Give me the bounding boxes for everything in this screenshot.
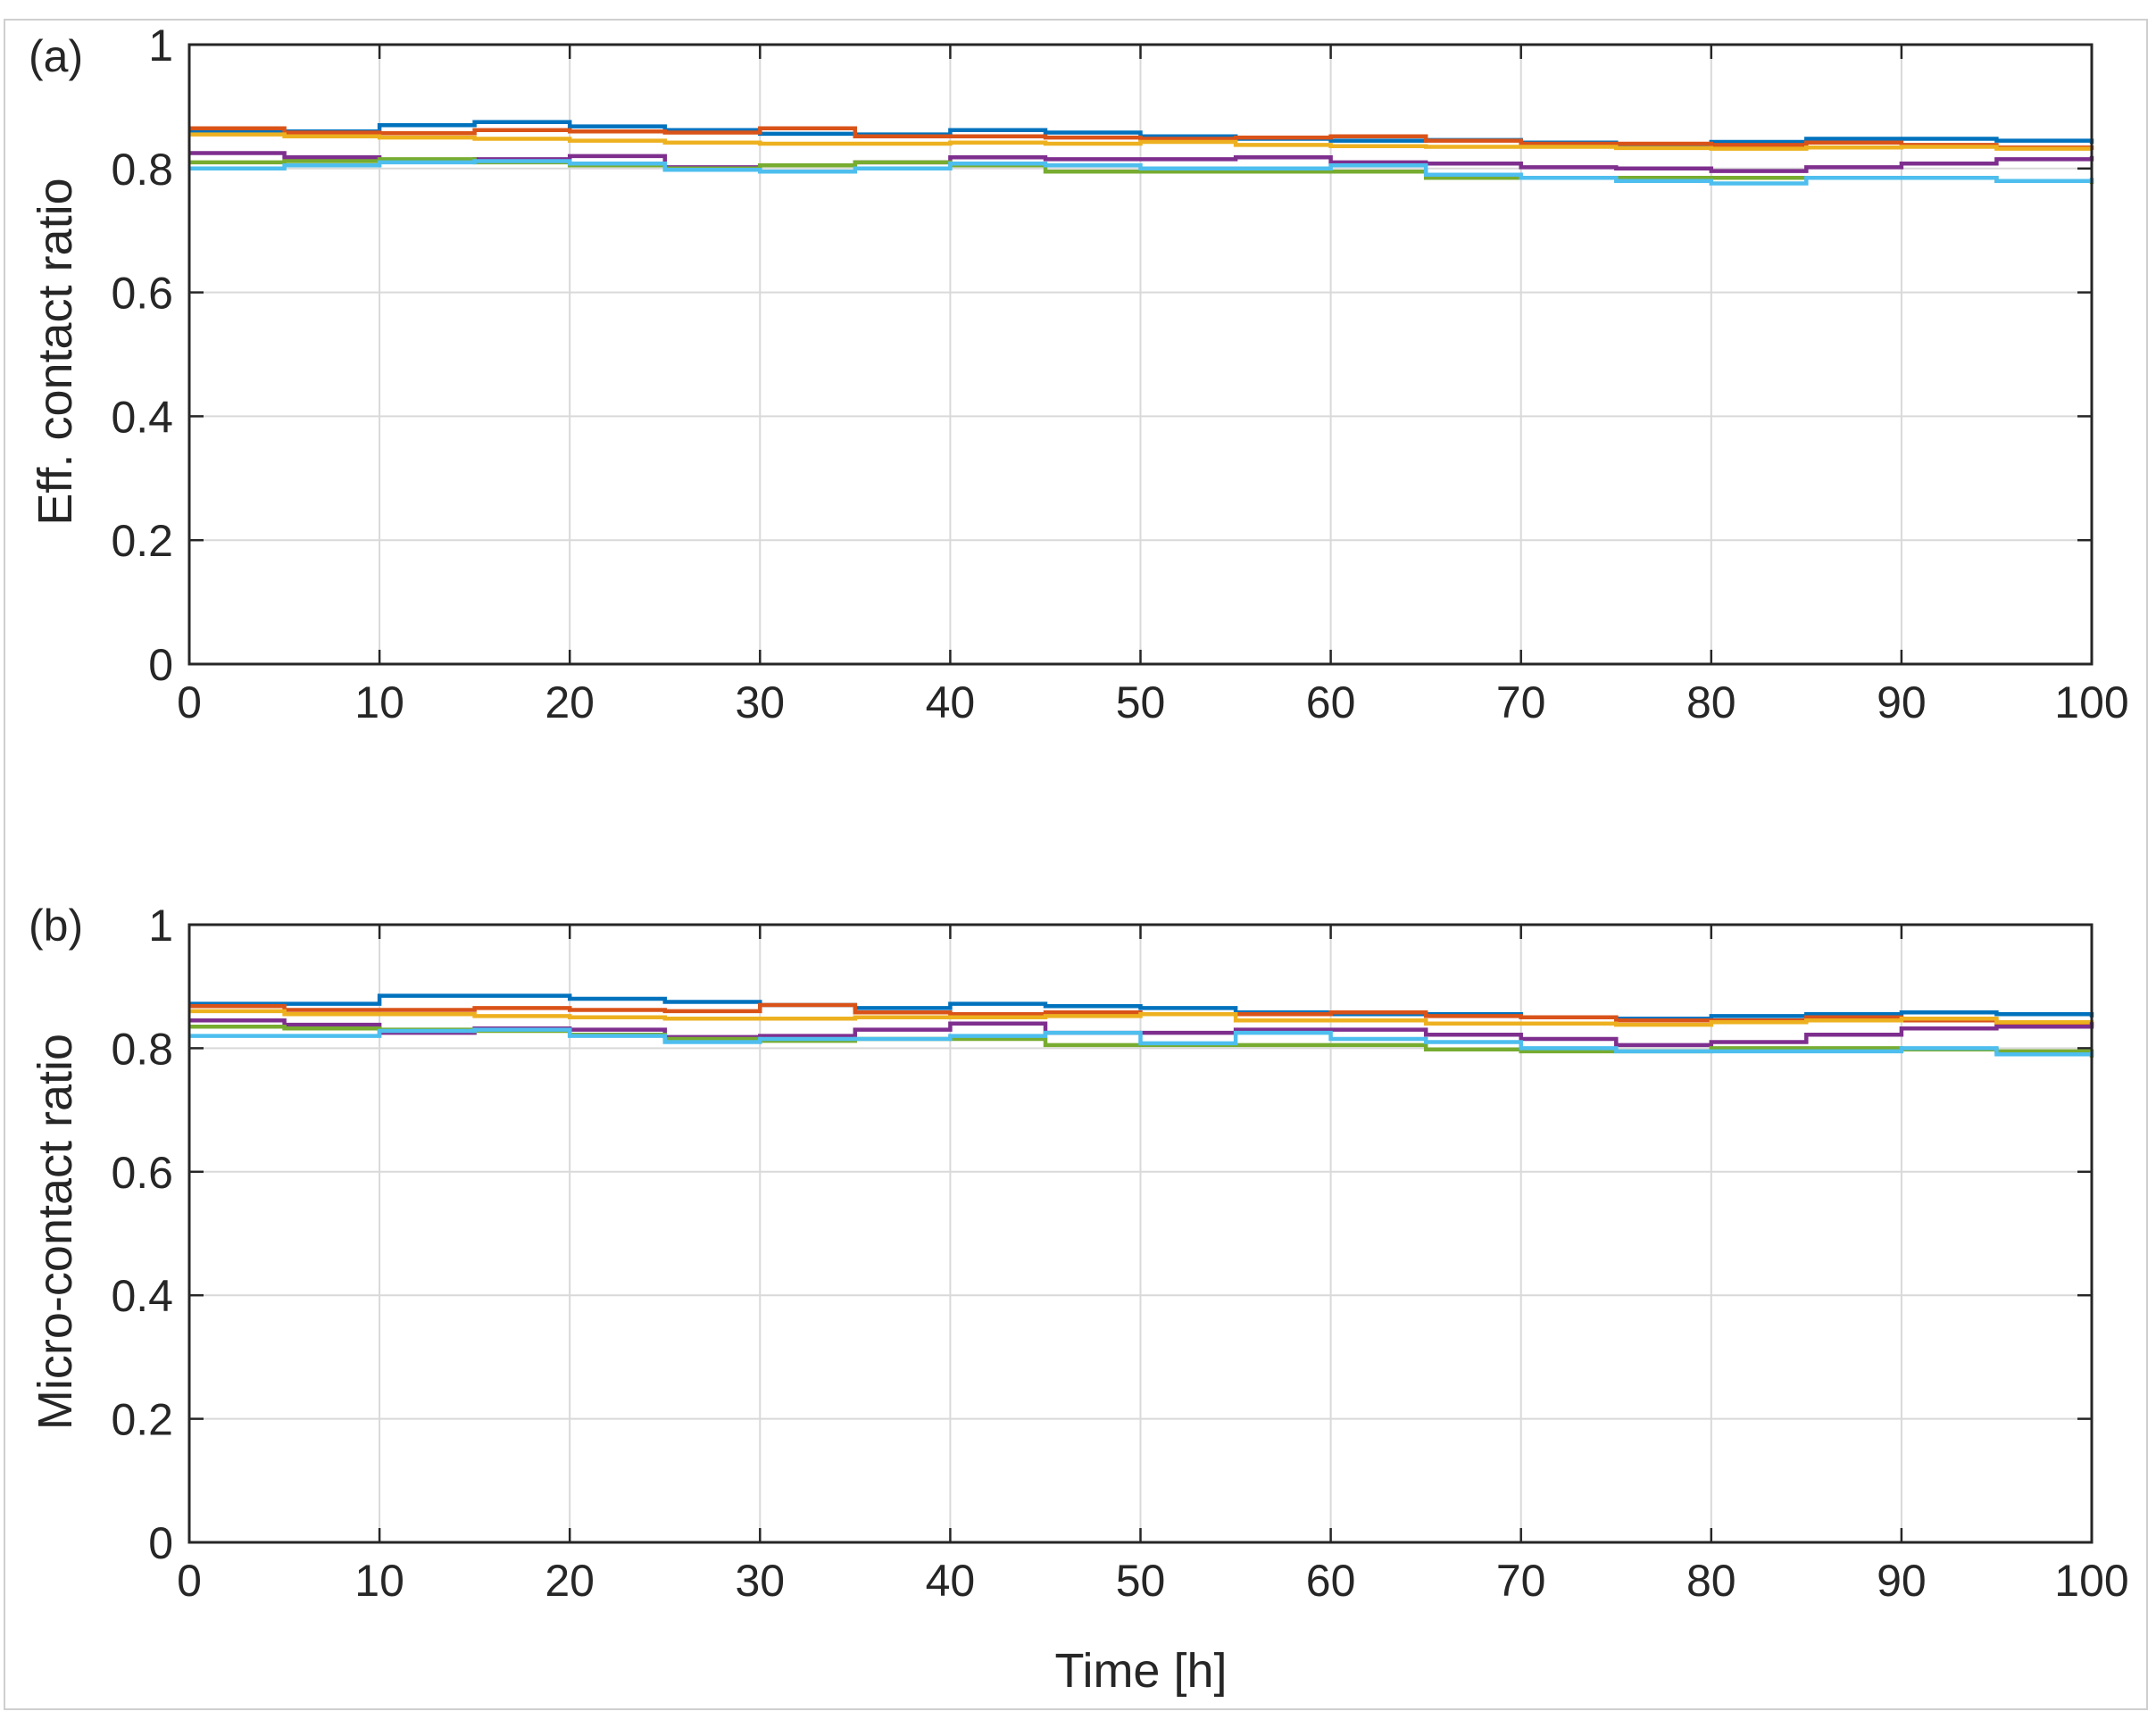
x-tick-label: 60 [1306, 677, 1356, 727]
x-tick-label: 50 [1116, 677, 1166, 727]
y-tick-label: 0.4 [111, 392, 173, 442]
x-tick-label: 0 [177, 677, 202, 727]
y-tick-label: 1 [148, 21, 173, 71]
figure-border [4, 19, 2148, 1710]
x-tick-label: 20 [545, 1556, 595, 1606]
x-tick-label: 100 [2054, 1556, 2128, 1606]
y-tick-label: 0.2 [111, 516, 173, 566]
x-tick-label: 50 [1116, 1556, 1166, 1606]
series-group [189, 120, 2094, 186]
x-axis-label: Time [h] [1054, 1644, 1227, 1698]
x-tick-label: 60 [1306, 1556, 1356, 1606]
x-tick-label: 40 [926, 1556, 976, 1606]
y-tick-label: 0.2 [111, 1395, 173, 1445]
x-tick-label: 20 [545, 677, 595, 727]
y-tick-label: 0.6 [111, 269, 173, 319]
x-tick-label: 70 [1496, 1556, 1546, 1606]
panel-label: (b) [29, 901, 83, 951]
ticks: 0 10 20 30 40 50 60 70 80 90 100 0 0.2 0.4 0.6 0.8 1 [111, 21, 2128, 727]
ticks: 0 10 20 30 40 50 60 70 80 90 100 0 0.2 0.4 0.6 0.8 1 [111, 901, 2128, 1606]
series-line-3 [189, 1009, 2094, 1027]
y-tick-label: 0.8 [111, 1024, 173, 1074]
x-tick-label: 0 [177, 1556, 202, 1606]
x-tick-label: 70 [1496, 677, 1546, 727]
axes-box [187, 43, 2094, 666]
y-tick-label: 0 [148, 640, 173, 690]
chart-panel-a: (a) Eff. contact ratio 0 10 20 30 40 50 60 70 80… [29, 21, 2129, 727]
y-tick-label: 0 [148, 1518, 173, 1568]
x-tick-label: 10 [354, 1556, 404, 1606]
axes-box [187, 923, 2094, 1544]
series-line-1 [189, 993, 2094, 1021]
x-tick-label: 30 [735, 677, 785, 727]
x-tick-label: 90 [1877, 1556, 1927, 1606]
series-line-6 [189, 1027, 2094, 1057]
x-tick-label: 80 [1686, 677, 1736, 727]
x-tick-label: 10 [354, 677, 404, 727]
x-tick-label: 90 [1877, 677, 1927, 727]
panel-label: (a) [29, 31, 83, 81]
y-axis-label: Micro-contact ratio [29, 1034, 82, 1430]
x-tick-label: 40 [926, 677, 976, 727]
series-line-3 [189, 132, 2092, 151]
series-line-2 [189, 126, 2094, 150]
y-tick-label: 1 [148, 901, 173, 951]
y-tick-label: 0.4 [111, 1271, 173, 1321]
chart-panel-b: (b) Micro-contact ratio Time [h] 0 10 20 30… [29, 901, 2129, 1698]
x-tick-label: 30 [735, 1556, 785, 1606]
x-tick-label: 80 [1686, 1556, 1736, 1606]
y-tick-label: 0.6 [111, 1148, 173, 1198]
y-axis-label: Eff. contact ratio [29, 178, 82, 525]
series-line-6 [189, 159, 2094, 186]
y-tick-label: 0.8 [111, 145, 173, 195]
x-tick-label: 100 [2054, 677, 2128, 727]
series-group [189, 993, 2094, 1058]
